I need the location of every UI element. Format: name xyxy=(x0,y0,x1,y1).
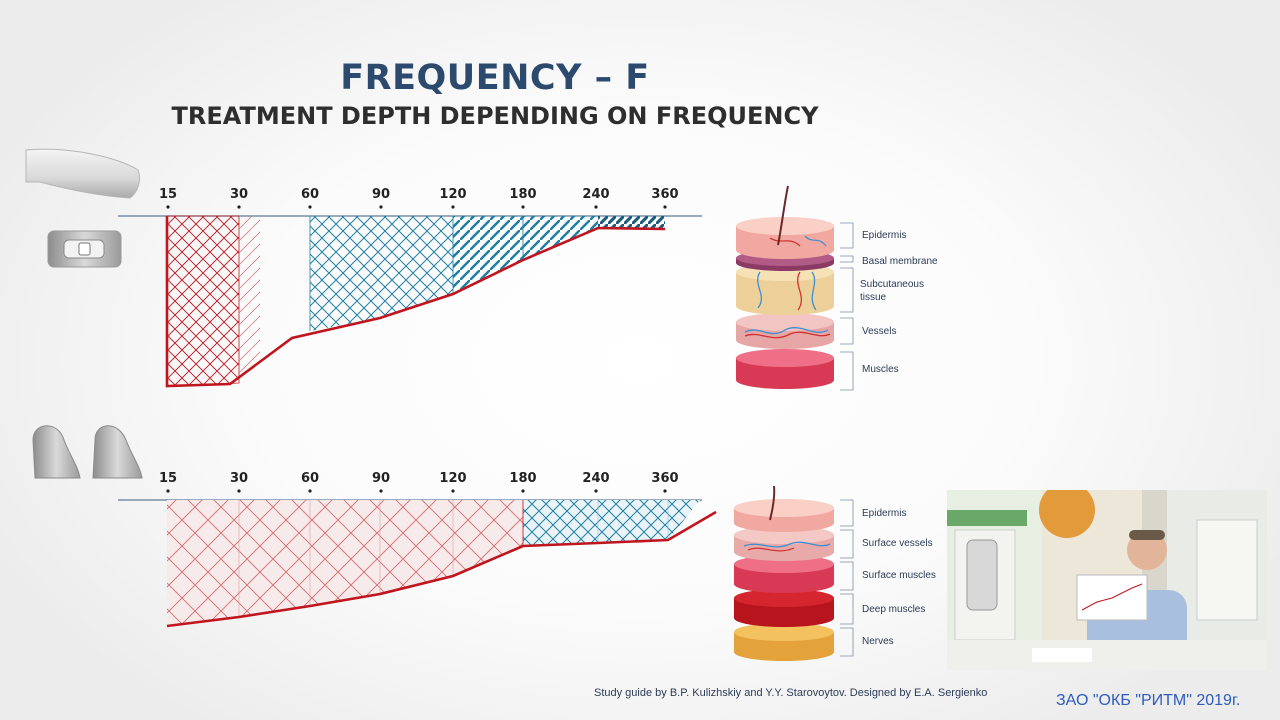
bottom-depth-chart xyxy=(118,499,717,628)
top-tick-label: 240 xyxy=(582,187,609,202)
bottom-tick-label: 60 xyxy=(301,471,319,486)
top-tissue-stack-illustration xyxy=(736,185,834,389)
bottom-tick-label: 360 xyxy=(651,471,678,486)
credit-line: Study guide by B.P. Kulizhskiy and Y.Y. … xyxy=(594,687,988,699)
top-depth-line xyxy=(165,216,666,388)
bottom-tick-label: 180 xyxy=(509,471,536,486)
top-tick-label: 15 xyxy=(159,187,177,202)
layer-label-surface-muscles: Surface muscles xyxy=(862,570,936,581)
electrode-pair-icon xyxy=(32,425,143,479)
presenter-image xyxy=(947,490,1267,670)
presenter-video xyxy=(947,490,1267,670)
top-tick-label: 360 xyxy=(651,187,678,202)
page-subtitle: TREATMENT DEPTH DEPENDING ON FREQUENCY xyxy=(171,102,819,130)
company-watermark: ЗАО "ОКБ "РИТМ" 2019г. xyxy=(1056,692,1241,709)
layer-label-deep-muscles: Deep muscles xyxy=(862,604,925,615)
bottom-tick-label: 240 xyxy=(582,471,609,486)
layer-label-muscles: Muscles xyxy=(862,364,899,375)
layer-label-nerves: Nerves xyxy=(862,636,894,647)
layer-label-vessels: Vessels xyxy=(862,326,896,337)
top-tick-label: 90 xyxy=(372,187,390,202)
layer-label-surface-vessels: Surface vessels xyxy=(862,538,933,549)
bottom-zone-15-180 xyxy=(167,500,523,626)
bottom-tick-label: 90 xyxy=(372,471,390,486)
bottom-tick-label: 15 xyxy=(159,471,177,486)
top-zone-15-30 xyxy=(166,215,240,387)
bottom-tissue-stack-illustration xyxy=(734,485,834,661)
top-zone-30 xyxy=(239,216,260,383)
handpiece-icon xyxy=(25,148,141,199)
layer-label-subcutaneous: Subcutaneous tissue xyxy=(860,279,924,303)
bottom-axis-ticks: 15 30 60 90 120 180 240 360 xyxy=(159,471,679,493)
layer-label-epidermis: Epidermis xyxy=(862,508,906,519)
bottom-depth-line xyxy=(166,510,717,628)
bottom-zone-180-360 xyxy=(523,500,700,546)
top-tick-label: 60 xyxy=(301,187,319,202)
top-tick-label: 180 xyxy=(509,187,536,202)
top-zone-120-240 xyxy=(453,216,598,294)
top-depth-chart xyxy=(118,215,702,388)
flat-electrode-icon xyxy=(47,230,122,268)
top-tick-label: 30 xyxy=(230,187,248,202)
bottom-tick-label: 30 xyxy=(230,471,248,486)
layer-label-basal-membrane: Basal membrane xyxy=(862,256,938,267)
page-title: FREQUENCY – F xyxy=(340,58,650,98)
top-zone-240-360 xyxy=(598,216,665,228)
top-axis-ticks: 15 30 60 90 120 180 240 360 xyxy=(159,187,679,209)
bottom-tick-label: 120 xyxy=(439,471,466,486)
top-tick-label: 120 xyxy=(439,187,466,202)
layer-label-epidermis: Epidermis xyxy=(862,230,906,241)
top-zone-60-120 xyxy=(310,216,453,331)
